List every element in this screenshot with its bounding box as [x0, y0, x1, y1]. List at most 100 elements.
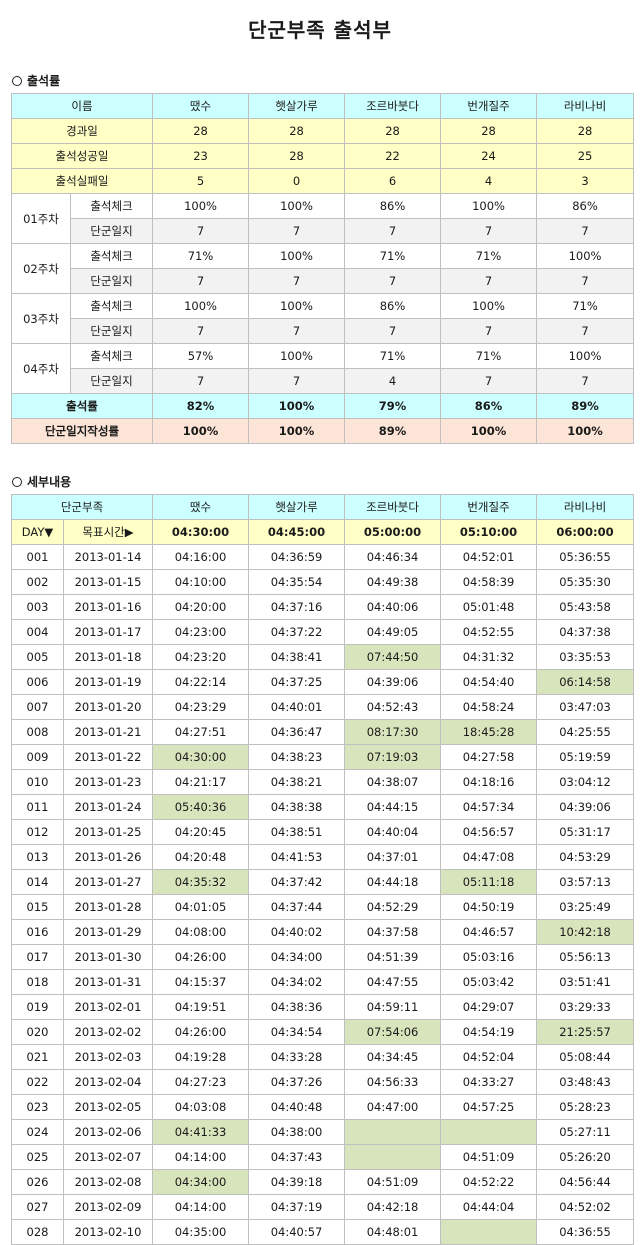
log-value-cell: 7 — [152, 218, 250, 244]
stat-label-cell: 출석실패일 — [10, 168, 154, 194]
date-cell: 2013-01-26 — [62, 844, 154, 870]
time-cell: 04:58:24 — [440, 694, 538, 720]
day-number-cell: 008 — [11, 719, 64, 745]
time-cell: 04:19:51 — [152, 994, 250, 1020]
time-cell: 04:37:26 — [248, 1069, 346, 1095]
time-cell: 04:46:57 — [440, 919, 538, 945]
day-number-cell: 004 — [11, 619, 64, 645]
time-cell: 04:22:14 — [152, 669, 250, 695]
rate-value-cell: 100% — [248, 393, 346, 419]
target-time-cell: 05:10:00 — [440, 519, 538, 545]
circle-icon — [12, 476, 22, 487]
time-cell: 04:34:45 — [344, 1044, 442, 1070]
rate-value-cell: 79% — [344, 393, 442, 419]
time-cell: 06:14:58 — [536, 669, 635, 695]
time-cell: 04:44:18 — [344, 869, 442, 895]
time-cell: 04:18:16 — [440, 769, 538, 795]
time-cell: 04:15:37 — [152, 969, 250, 995]
time-cell: 04:14:00 — [152, 1194, 250, 1220]
day-number-cell: 017 — [11, 944, 64, 970]
time-cell: 04:52:02 — [536, 1194, 635, 1220]
day-number-cell: 006 — [11, 669, 64, 695]
time-cell: 05:01:48 — [440, 594, 538, 620]
time-cell: 03:48:43 — [536, 1069, 635, 1095]
attendance-rate-row: 출석률 82% 100% 79% 86% 89% — [10, 393, 635, 419]
time-cell: 04:14:00 — [152, 1144, 250, 1170]
day-number-cell: 023 — [11, 1094, 64, 1120]
time-cell: 04:16:00 — [152, 544, 250, 570]
rate-value-cell: 86% — [440, 393, 538, 419]
time-cell: 03:04:12 — [536, 769, 635, 795]
time-cell: 21:25:57 — [536, 1019, 635, 1045]
day-row: 027 2013-02-09 04:14:00 04:37:19 04:42:18 04:… — [11, 1194, 635, 1220]
member-name-cell: 조르바붓다 — [344, 494, 442, 520]
time-cell: 08:17:30 — [344, 719, 442, 745]
rate-label-cell: 출석률 — [10, 393, 154, 419]
date-cell: 2013-01-21 — [62, 719, 154, 745]
day-number-cell: 011 — [11, 794, 64, 820]
time-cell: 04:03:08 — [152, 1094, 250, 1120]
day-number-cell: 019 — [11, 994, 64, 1020]
time-cell: 04:56:57 — [440, 819, 538, 845]
week-label-cell: 03주차 — [11, 293, 71, 344]
member-name-cell: 햇살가루 — [248, 93, 346, 119]
day-row: 024 2013-02-06 04:41:33 04:38:00 05:27:11 — [11, 1119, 635, 1145]
day-row: 001 2013-01-14 04:16:00 04:36:59 04:46:34 04:… — [11, 544, 635, 570]
log-value-cell: 7 — [152, 318, 250, 344]
date-cell: 2013-01-17 — [62, 619, 154, 645]
day-number-cell: 007 — [11, 694, 64, 720]
log-label-cell: 단군일지 — [69, 368, 154, 394]
date-cell: 2013-01-14 — [62, 544, 154, 570]
time-cell: 05:40:36 — [152, 794, 250, 820]
time-cell: 04:26:00 — [152, 944, 250, 970]
day-number-cell: 002 — [11, 569, 64, 595]
target-label-cell: 목표시간▶ — [62, 519, 154, 545]
day-row: 020 2013-02-02 04:26:00 04:34:54 07:54:06 04:… — [11, 1019, 635, 1045]
date-cell: 2013-01-23 — [62, 769, 154, 795]
day-number-cell: 009 — [11, 744, 64, 770]
time-cell: 04:19:28 — [152, 1044, 250, 1070]
day-row: 006 2013-01-19 04:22:14 04:37:25 04:39:06 04:… — [11, 669, 635, 695]
time-cell: 05:43:58 — [536, 594, 635, 620]
stat-value-cell: 5 — [152, 168, 250, 194]
stat-value-cell: 28 — [152, 118, 250, 144]
date-cell: 2013-01-20 — [62, 694, 154, 720]
time-cell: 04:36:47 — [248, 719, 346, 745]
time-cell: 04:37:43 — [248, 1144, 346, 1170]
day-number-cell: 027 — [11, 1194, 64, 1220]
time-cell: 04:52:22 — [440, 1169, 538, 1195]
time-cell: 04:40:48 — [248, 1094, 346, 1120]
time-cell: 04:34:02 — [248, 969, 346, 995]
time-cell: 04:36:55 — [536, 1219, 635, 1245]
date-cell: 2013-01-15 — [62, 569, 154, 595]
time-cell: 04:35:54 — [248, 569, 346, 595]
time-cell: 04:37:38 — [536, 619, 635, 645]
time-cell: 05:35:30 — [536, 569, 635, 595]
day-row: 018 2013-01-31 04:15:37 04:34:02 04:47:55 05:… — [11, 969, 635, 995]
day-number-cell: 022 — [11, 1069, 64, 1095]
day-number-cell: 018 — [11, 969, 64, 995]
day-row: 010 2013-01-23 04:21:17 04:38:21 04:38:07 04:… — [11, 769, 635, 795]
log-value-cell: 7 — [152, 368, 250, 394]
time-cell: 04:49:05 — [344, 619, 442, 645]
log-value-cell: 7 — [440, 268, 538, 294]
log-label-cell: 단군일지 — [69, 268, 154, 294]
check-value-cell: 100% — [248, 343, 346, 369]
time-cell: 04:53:29 — [536, 844, 635, 870]
day-number-cell: 028 — [11, 1219, 64, 1245]
log-rate-value-cell: 100% — [248, 418, 346, 444]
day-row: 009 2013-01-22 04:30:00 04:38:23 07:19:03 04:… — [11, 744, 635, 770]
day-number-cell: 024 — [11, 1119, 64, 1145]
week-check-row: 03주차 출석체크 100% 100% 86% 100% 71% — [11, 293, 635, 344]
week-label-cell: 01주차 — [11, 193, 71, 244]
time-cell: 04:39:06 — [344, 669, 442, 695]
stat-value-cell: 4 — [440, 168, 538, 194]
week-check-row: 04주차 출석체크 57% 100% 71% 71% 100% — [11, 343, 635, 394]
date-cell: 2013-01-16 — [62, 594, 154, 620]
time-cell: 05:28:23 — [536, 1094, 635, 1120]
time-cell: 04:38:07 — [344, 769, 442, 795]
time-cell: 07:54:06 — [344, 1019, 442, 1045]
day-number-cell: 014 — [11, 869, 64, 895]
log-label-cell: 단군일지 — [69, 318, 154, 344]
time-cell: 04:39:18 — [248, 1169, 346, 1195]
